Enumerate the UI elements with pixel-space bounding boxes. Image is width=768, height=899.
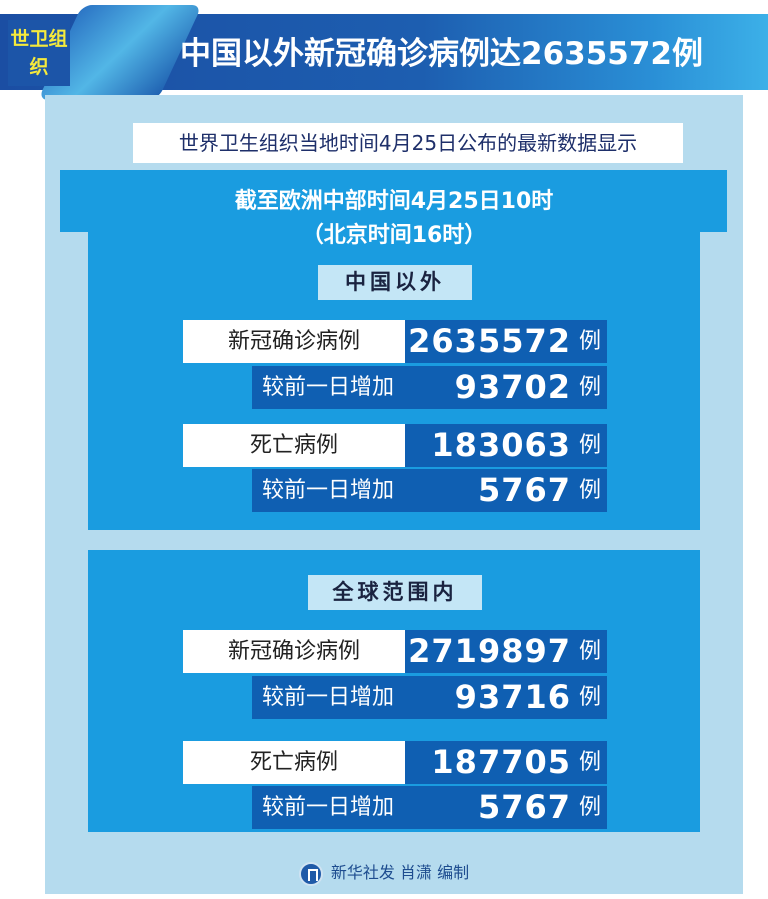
stat-label: 死亡病例 [183, 741, 405, 784]
stat-value-box: 2719897 例 [405, 630, 607, 673]
xinhua-logo-icon [298, 861, 323, 886]
footer: 新华社发 肖潇 编制 [0, 860, 768, 886]
stat-unit: 例 [578, 639, 601, 664]
stat-unit: 例 [578, 329, 601, 354]
daily-increase-row: 较前一日增加 5767 例 [252, 469, 607, 512]
section-label: 中国以外 [318, 265, 472, 300]
page-title: 中国以外新冠确诊病例达2635572例 [180, 36, 703, 72]
stat-unit: 例 [578, 433, 601, 458]
increase-label: 较前一日增加 [262, 685, 395, 710]
increase-label: 较前一日增加 [262, 478, 395, 503]
section-label: 全球范围内 [308, 575, 482, 610]
increase-unit: 例 [578, 685, 601, 710]
increase-label: 较前一日增加 [262, 795, 395, 820]
subtitle: 世界卫生组织当地时间4月25日公布的最新数据显示 [133, 123, 683, 163]
stat-label: 新冠确诊病例 [183, 630, 405, 673]
stat-value: 183063 [431, 426, 571, 464]
increase-value: 93716 [454, 678, 571, 716]
time-line-2: （北京时间16时） [301, 223, 487, 248]
increase-label: 较前一日增加 [262, 375, 395, 400]
who-tag: 世卫组织 [8, 20, 70, 86]
stat-value-box: 2635572 例 [405, 320, 607, 363]
stat-unit: 例 [578, 750, 601, 775]
daily-increase-row: 较前一日增加 93702 例 [252, 366, 607, 409]
time-line-1: 截至欧洲中部时间4月25日10时 [234, 189, 554, 214]
time-note: 截至欧洲中部时间4月25日10时 （北京时间16时） [88, 185, 700, 253]
daily-increase-row: 较前一日增加 93716 例 [252, 676, 607, 719]
increase-value: 5767 [477, 471, 571, 509]
increase-value: 93702 [454, 368, 571, 406]
stat-value: 187705 [431, 743, 571, 781]
stat-label: 死亡病例 [183, 424, 405, 467]
increase-value: 5767 [477, 788, 571, 826]
stat-value-box: 183063 例 [405, 424, 607, 467]
increase-unit: 例 [578, 375, 601, 400]
stat-value: 2635572 [408, 322, 571, 360]
increase-unit: 例 [578, 478, 601, 503]
stat-label: 新冠确诊病例 [183, 320, 405, 363]
daily-increase-row: 较前一日增加 5767 例 [252, 786, 607, 829]
increase-unit: 例 [578, 795, 601, 820]
stat-value: 2719897 [408, 632, 571, 670]
stat-value-box: 187705 例 [405, 741, 607, 784]
credit-text: 新华社发 肖潇 编制 [330, 863, 470, 882]
